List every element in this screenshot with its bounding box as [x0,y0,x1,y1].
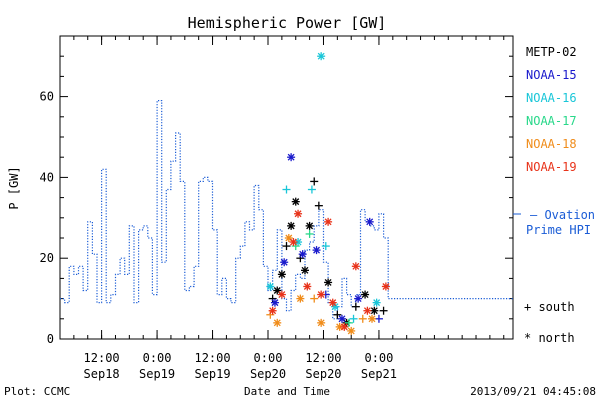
x-tick-label-date: Sep21 [361,367,397,381]
marker-metp-02 [300,266,309,275]
ovation-prime-hpi-line [60,100,513,320]
marker-metp-02 [333,310,342,319]
marker-noaa-18 [347,326,356,335]
marker-noaa-19 [363,306,372,315]
legend-south-marker: + south [524,300,575,314]
marker-metp-02 [305,221,314,230]
x-tick-label-time: 12:00 [194,351,230,365]
marker-noaa-17 [305,229,314,238]
marker-noaa-19 [328,298,337,307]
marker-metp-02 [351,302,360,311]
marker-noaa-15 [280,258,289,267]
marker-metp-02 [310,177,319,186]
marker-noaa-16 [317,52,326,61]
x-tick-label-time: 0:00 [364,351,393,365]
x-axis-ticks: 12:00 Sep18 0:00 Sep19 12:00 Sep19 0:00 Sep20 12… [59,36,505,381]
y-tick-label: 40 [40,170,54,184]
ovation-step-path [60,100,513,320]
x-tick-label-date: Sep19 [139,367,175,381]
marker-noaa-18 [358,314,367,323]
marker-noaa-16 [372,298,381,307]
marker-noaa-18 [296,294,305,303]
marker-noaa-19 [303,282,312,291]
x-axis-label: Date and Time [244,385,330,398]
marker-metp-02 [314,201,323,210]
marker-metp-02 [291,197,300,206]
marker-metp-02 [296,254,305,263]
marker-noaa-18 [284,234,293,242]
marker-noaa-15 [374,314,383,323]
marker-noaa-18 [310,294,319,303]
legend: METP-02 NOAA-15 NOAA-16 NOAA-17 NOAA-18 … [513,45,595,345]
plot-area-frame [59,35,514,340]
marker-metp-02 [287,221,296,230]
marker-noaa-19 [340,322,349,331]
legend-item-noaa-15: NOAA-15 [526,68,577,82]
x-tick-label-date: Sep20 [305,367,341,381]
y-axis-label: P [GW] [7,166,21,209]
marker-noaa-15 [298,250,307,259]
y-tick-label: 0 [47,332,54,346]
legend-model-line1: – Ovation [530,208,595,222]
marker-noaa-16 [307,185,316,194]
marker-noaa-18 [266,310,275,319]
marker-noaa-16 [266,282,275,291]
marker-noaa-16 [321,242,330,251]
legend-item-noaa-19: NOAA-19 [526,160,577,174]
x-tick-label-time: 0:00 [254,351,283,365]
marker-noaa-15 [270,298,279,307]
marker-noaa-19 [289,238,298,247]
y-tick-label: 20 [40,251,54,265]
marker-noaa-15 [354,294,363,303]
legend-model-line2: Prime HPI [526,223,591,237]
footer-plot-credit: Plot: CCMC [4,385,70,398]
marker-noaa-19 [351,262,360,271]
marker-metp-02 [370,306,379,315]
x-tick-label-time: 12:00 [305,351,341,365]
marker-noaa-18 [317,318,326,327]
x-tick-label-time: 12:00 [84,351,120,365]
marker-metp-02 [361,290,370,299]
footer-timestamp: 2013/09/21 04:45:08 [470,385,596,398]
marker-noaa-15 [312,246,321,255]
marker-noaa-19 [277,290,286,299]
marker-noaa-19 [381,282,390,291]
marker-metp-02 [324,278,333,287]
marker-noaa-16 [349,314,358,323]
x-tick-label-date: Sep20 [250,367,286,381]
legend-item-metp-02: METP-02 [526,45,577,59]
marker-metp-02 [277,270,286,279]
chart-title: Hemispheric Power [GW] [188,14,387,32]
marker-noaa-19 [324,217,333,226]
marker-noaa-16 [282,185,291,194]
marker-noaa-15 [337,314,346,323]
legend-item-noaa-16: NOAA-16 [526,91,577,105]
marker-noaa-18 [273,318,282,327]
marker-noaa-15 [365,217,374,226]
y-tick-label: 60 [40,90,54,104]
marker-noaa-19 [294,209,303,218]
marker-metp-02 [282,242,291,251]
marker-noaa-17 [291,242,300,251]
marker-noaa-19 [317,290,326,299]
marker-noaa-15 [287,153,296,162]
x-tick-label-date: Sep19 [194,367,230,381]
y-axis-ticks: 0 20 40 60 [40,35,513,346]
marker-noaa-19 [268,306,277,315]
marker-metp-02 [268,294,277,303]
marker-metp-02 [379,306,388,315]
x-tick-label-time: 0:00 [143,351,172,365]
legend-item-noaa-17: NOAA-17 [526,114,577,128]
marker-noaa-18 [368,314,377,323]
x-tick-label-date: Sep18 [84,367,120,381]
legend-item-noaa-18: NOAA-18 [526,137,577,151]
satellite-markers [266,52,390,335]
marker-noaa-17 [344,318,353,327]
legend-north-marker: * north [524,331,575,345]
